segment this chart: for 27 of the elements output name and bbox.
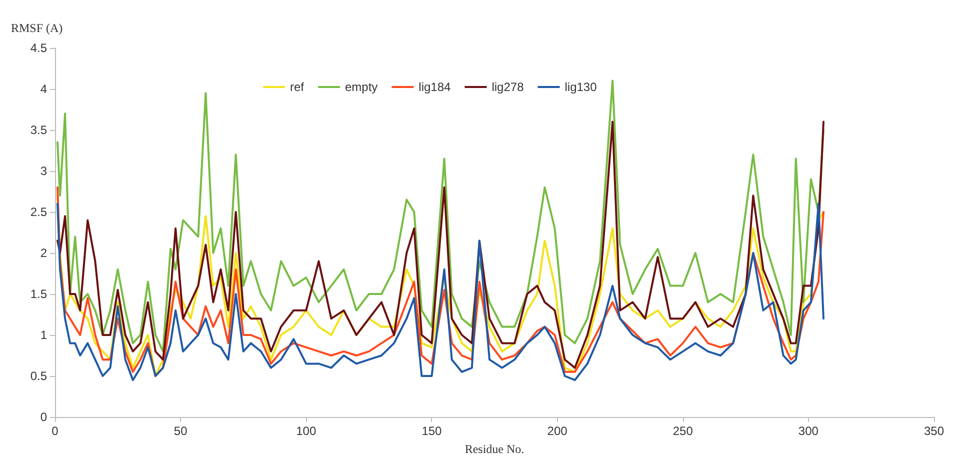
legend-label: lig278 (492, 80, 524, 94)
x-tick-label: 350 (924, 424, 944, 438)
line-series (56, 80, 824, 352)
x-tick-label: 200 (547, 424, 568, 438)
y-tick-label: 1.5 (30, 287, 48, 301)
y-tick-label: 3 (40, 164, 48, 178)
legend-label: lig130 (564, 80, 598, 94)
x-tick-label: 100 (296, 424, 316, 438)
y-tick-label: 3.5 (30, 123, 48, 137)
legend-label: ref (290, 80, 305, 94)
x-axis-title: Residue No. (464, 442, 524, 456)
x-tick-label: 150 (422, 424, 442, 438)
x-tick-label: 0 (52, 424, 59, 438)
y-tick-label: 0 (40, 410, 48, 424)
x-tick-label: 250 (672, 424, 694, 438)
y-tick-label: 4.5 (30, 41, 48, 55)
y-tick-label: 4 (40, 82, 48, 96)
y-tick-label: 1 (40, 328, 48, 342)
x-tick-label: 50 (174, 424, 188, 438)
x-tick-label: 300 (798, 424, 819, 438)
legend-label: lig184 (418, 80, 452, 94)
y-tick-label: 0.5 (30, 369, 48, 383)
y-tick-label: 2 (40, 246, 48, 260)
y-axis-title: RMSF (A) (11, 21, 63, 35)
line-series (56, 120, 824, 369)
y-tick-label: 2.5 (30, 205, 48, 219)
legend-label: empty (345, 80, 378, 94)
